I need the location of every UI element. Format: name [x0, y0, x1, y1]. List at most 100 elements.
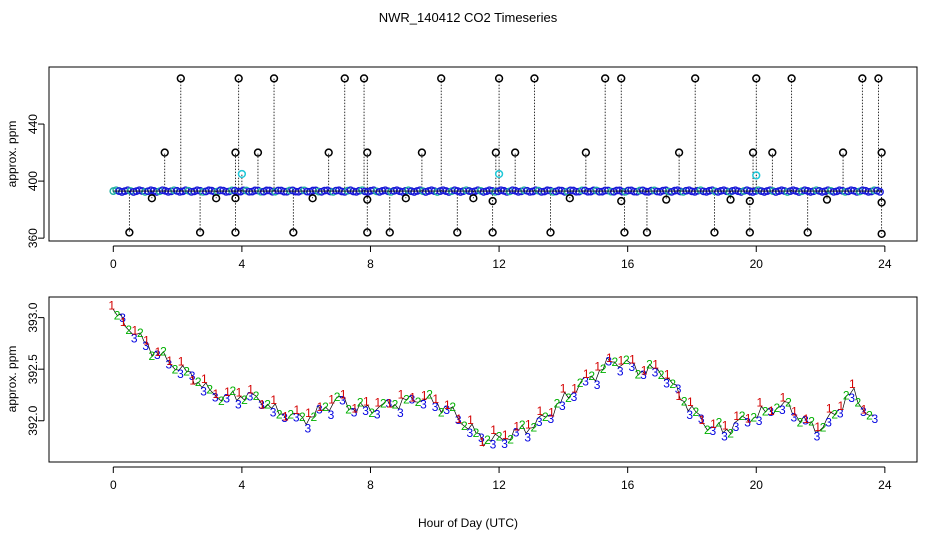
series-marker-3: 3	[374, 408, 381, 422]
cyan-point	[752, 171, 761, 180]
series-marker-3: 3	[131, 331, 138, 345]
panel-top: approx. ppm 0 4 8 12 16 20 24 360 400 440	[5, 66, 918, 271]
x-tick-label: 0	[110, 478, 117, 492]
series-marker-1: 1	[247, 383, 254, 397]
outlier-point	[234, 74, 243, 83]
outlier-point	[212, 194, 221, 203]
series-marker-2: 2	[530, 420, 537, 434]
outlier-point	[745, 228, 754, 237]
series-marker-2: 2	[345, 402, 352, 416]
series-marker-1: 1	[282, 409, 289, 423]
numbered-markers-bottom: 1231231231231231231231231231231231231231…	[108, 298, 878, 451]
outlier-point	[231, 228, 240, 237]
series-marker-2: 2	[866, 408, 873, 422]
series-marker-3: 3	[420, 397, 427, 411]
series-marker-3: 3	[767, 405, 774, 419]
series-marker-1: 1	[294, 403, 301, 417]
series-marker-1: 1	[108, 298, 115, 312]
outlier-point	[752, 74, 761, 83]
outlier-point	[691, 74, 700, 83]
outlier-point	[363, 228, 372, 237]
series-marker-2: 2	[137, 326, 144, 340]
series-marker-3: 3	[443, 403, 450, 417]
outlier-point	[176, 74, 185, 83]
series-marker-2: 2	[149, 349, 156, 363]
series-marker-3: 3	[409, 393, 416, 407]
series-marker-3: 3	[605, 355, 612, 369]
series-marker-2: 2	[380, 397, 387, 411]
outlier-point	[231, 148, 240, 157]
outlier-point	[822, 195, 832, 204]
x-tick-label: 12	[492, 257, 506, 271]
series-marker-2: 2	[195, 375, 202, 389]
outlier-point	[269, 74, 279, 83]
series-marker-2: 2	[611, 355, 618, 369]
series-marker-1: 1	[502, 428, 509, 442]
outlier-point	[491, 148, 501, 157]
series-marker-3: 3	[154, 348, 161, 362]
series-marker-2: 2	[600, 362, 607, 376]
series-marker-2: 2	[114, 308, 121, 322]
outlier-point	[289, 228, 298, 237]
x-tick-label: 16	[621, 478, 635, 492]
x-tick-label: 24	[878, 257, 892, 271]
series-marker-3: 3	[825, 415, 832, 429]
series-marker-1: 1	[340, 388, 347, 402]
series-marker-1: 1	[155, 345, 162, 359]
series-marker-3: 3	[686, 408, 693, 422]
series-marker-3: 3	[142, 339, 149, 353]
outlier-point	[453, 228, 462, 237]
series-marker-2: 2	[206, 383, 213, 397]
series-marker-2: 2	[831, 408, 838, 422]
outlier-point	[125, 228, 134, 237]
series-marker-1: 1	[629, 353, 636, 367]
series-marker-3: 3	[490, 437, 497, 451]
series-marker-1: 1	[421, 389, 428, 403]
series-marker-3: 3	[698, 412, 705, 426]
x-tick-label: 24	[878, 478, 892, 492]
series-marker-3: 3	[432, 400, 439, 414]
series-marker-3: 3	[710, 424, 717, 438]
outlier-point	[546, 228, 555, 237]
axes-top: 0 4 8 12 16 20 24 360 400 440	[26, 114, 892, 271]
stem-lines-top	[128, 78, 883, 234]
series-marker-3: 3	[536, 415, 543, 429]
series-marker-2: 2	[820, 420, 827, 434]
series-marker-1: 1	[571, 381, 578, 395]
series-marker-2: 2	[160, 345, 167, 359]
series-marker-2: 2	[542, 410, 549, 424]
series-marker-3: 3	[559, 399, 566, 413]
outlier-point	[874, 74, 883, 83]
plot-frame-bottom	[48, 296, 918, 463]
series-marker-3: 3	[119, 311, 126, 325]
series-marker-2: 2	[392, 397, 399, 411]
series-marker-2: 2	[287, 408, 294, 422]
series-marker-2: 2	[773, 401, 780, 415]
outlier-points-top	[125, 74, 886, 239]
series-marker-3: 3	[733, 420, 740, 434]
series-marker-2: 2	[403, 393, 410, 407]
outlier-point	[417, 148, 427, 157]
outlier-point	[838, 148, 848, 157]
series-marker-2: 2	[253, 389, 260, 403]
series-marker-3: 3	[235, 398, 242, 412]
x-tick-label: 16	[621, 257, 635, 271]
y-tick-label: 392.0	[26, 405, 40, 435]
series-marker-1: 1	[386, 396, 393, 410]
series-marker-3: 3	[640, 368, 647, 382]
outlier-point	[601, 74, 610, 83]
series-marker-1: 1	[120, 315, 127, 329]
series-marker-2: 2	[172, 362, 179, 376]
series-marker-3: 3	[270, 405, 277, 419]
series-marker-1: 1	[768, 404, 775, 418]
series-marker-3: 3	[166, 357, 173, 371]
series-marker-2: 2	[577, 376, 584, 390]
y-tick-label: 392.5	[26, 354, 40, 384]
series-marker-1: 1	[814, 420, 821, 434]
series-marker-3: 3	[513, 426, 520, 440]
series-marker-3: 3	[791, 410, 798, 424]
series-marker-3: 3	[501, 437, 508, 451]
outlier-point	[565, 194, 574, 203]
x-tick-label: 4	[239, 257, 246, 271]
